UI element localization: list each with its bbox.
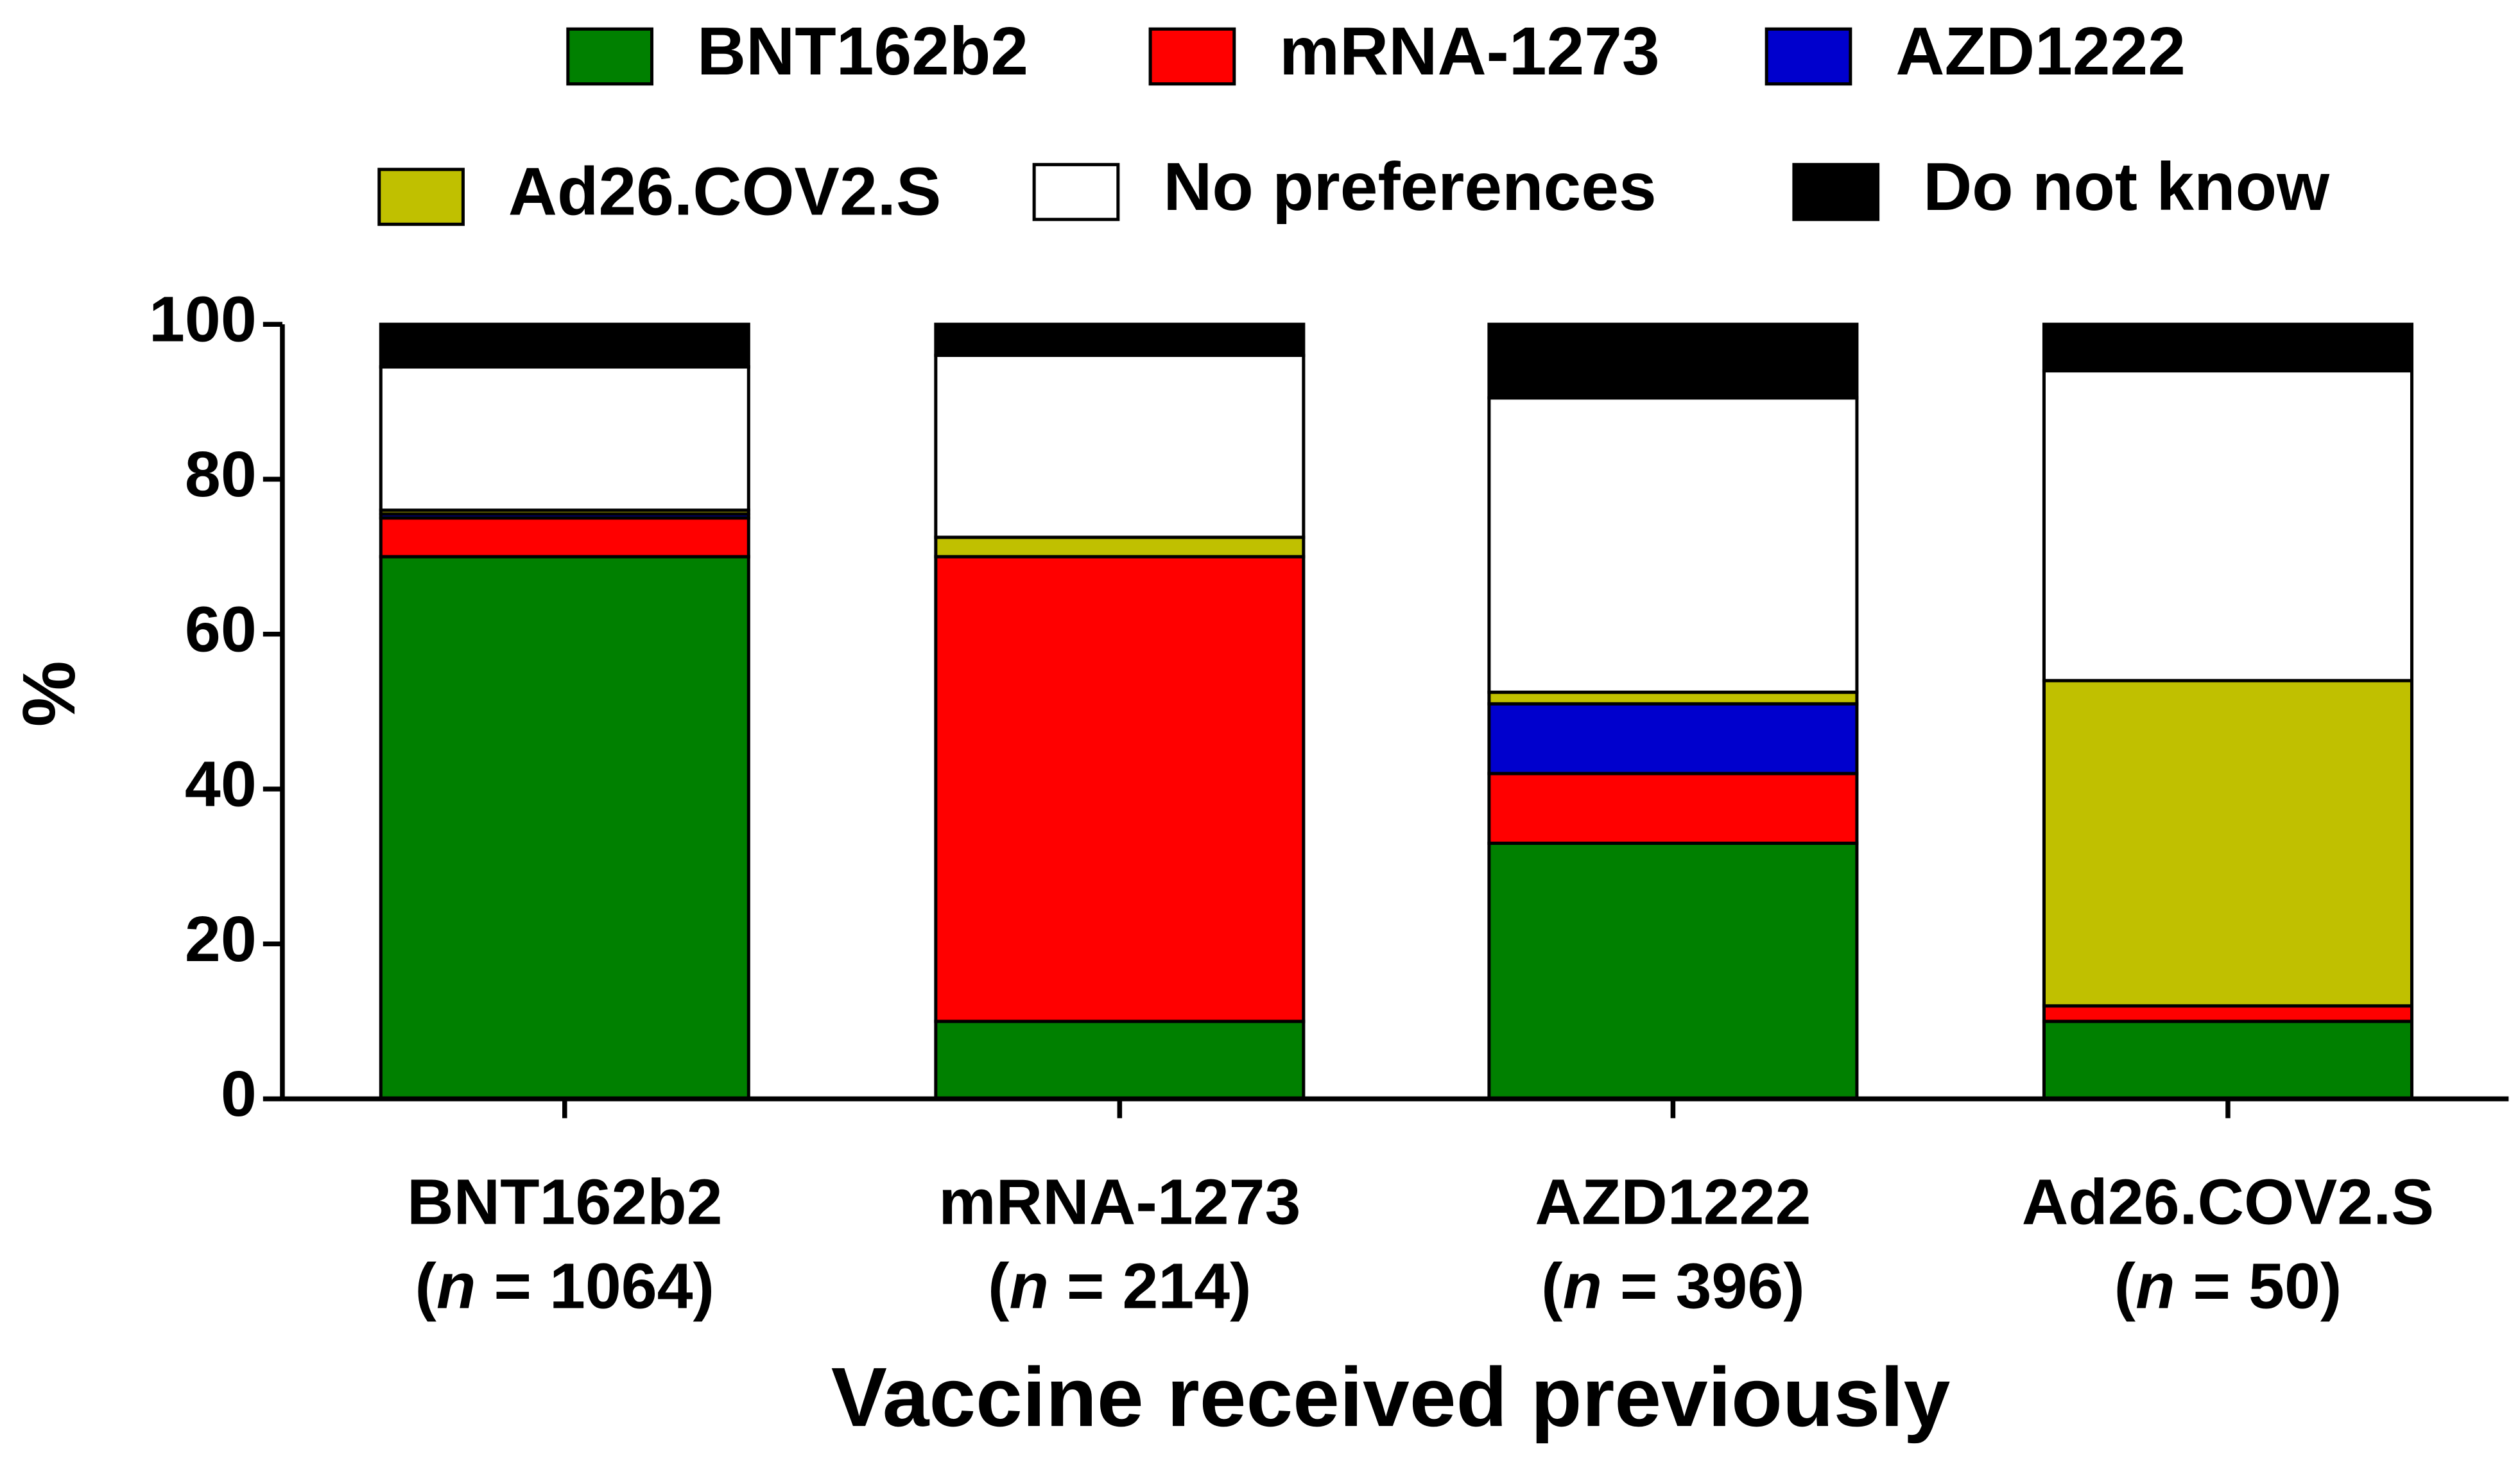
legend-swatch xyxy=(1765,27,1852,86)
sample-size-rest: = 50) xyxy=(2175,1250,2342,1322)
sample-size-variable: n xyxy=(1010,1250,1049,1322)
bar-segment xyxy=(2042,1020,2413,1101)
x-tick-label: BNT162b2 xyxy=(407,1166,723,1238)
bar-segment xyxy=(1487,690,1859,706)
sample-size-label: (n = 1064) xyxy=(415,1250,715,1322)
sample-size-label: (n = 396) xyxy=(1541,1250,1805,1322)
bar-segment xyxy=(1487,772,1859,845)
bar-segment xyxy=(934,1020,1306,1101)
y-tick-label: 80 xyxy=(185,438,257,510)
x-tick-label: Ad26.COV2.S xyxy=(2022,1166,2434,1238)
bar-segment xyxy=(1487,841,1859,1101)
x-axis-title: Vaccine received previously xyxy=(831,1350,1951,1444)
y-tick-label: 100 xyxy=(149,284,257,356)
sample-size-rest: = 214) xyxy=(1049,1250,1252,1322)
bar-segment xyxy=(2042,369,2413,682)
bar-segment xyxy=(379,322,750,369)
y-tick-label: 0 xyxy=(221,1058,257,1130)
legend-swatch xyxy=(1032,162,1120,221)
legend-label: Do not know xyxy=(1923,149,2330,225)
sample-size-label: (n = 50) xyxy=(2114,1250,2342,1322)
legend-label: Ad26.COV2.S xyxy=(508,153,942,229)
y-tick-label: 60 xyxy=(185,593,257,665)
legend-label: mRNA-1273 xyxy=(1279,13,1659,89)
x-tick-label: mRNA-1273 xyxy=(938,1166,1300,1238)
bar-segment xyxy=(1487,396,1859,694)
bar-segment xyxy=(2042,679,2413,1008)
legend-swatch xyxy=(377,168,465,226)
bar-segment xyxy=(934,322,1306,357)
sample-size-open: ( xyxy=(2114,1250,2136,1322)
bar-segment xyxy=(379,365,750,512)
bar-segment xyxy=(1487,322,1859,400)
sample-size-open: ( xyxy=(988,1250,1010,1322)
legend-label: AZD1222 xyxy=(1895,13,2186,89)
sample-size-open: ( xyxy=(415,1250,437,1322)
sample-size-variable: n xyxy=(436,1250,476,1322)
legend-swatch xyxy=(1792,162,1880,221)
sample-size-rest: = 1064) xyxy=(476,1250,714,1322)
sample-size-label: (n = 214) xyxy=(988,1250,1252,1322)
bar-segment xyxy=(1487,702,1859,776)
sample-size-variable: n xyxy=(2136,1250,2175,1322)
sample-size-rest: = 396) xyxy=(1602,1250,1805,1322)
legend-swatch xyxy=(566,27,654,86)
bar-segment xyxy=(2042,1004,2413,1023)
legend-label: BNT162b2 xyxy=(697,13,1028,89)
bar-segment xyxy=(934,535,1306,559)
bar-segment xyxy=(2042,322,2413,373)
bar-segment xyxy=(379,555,750,1101)
bar-segment xyxy=(379,516,750,559)
y-tick-label: 20 xyxy=(185,903,257,975)
y-tick-label: 40 xyxy=(185,749,257,820)
y-axis-title: % xyxy=(8,661,91,727)
legend-swatch xyxy=(1148,27,1236,86)
bar-segment xyxy=(934,555,1306,1023)
sample-size-open: ( xyxy=(1541,1250,1563,1322)
x-tick-label: AZD1222 xyxy=(1535,1166,1811,1238)
bar-segment xyxy=(934,353,1306,539)
sample-size-variable: n xyxy=(1563,1250,1602,1322)
legend-label: No preferences xyxy=(1163,149,1656,225)
